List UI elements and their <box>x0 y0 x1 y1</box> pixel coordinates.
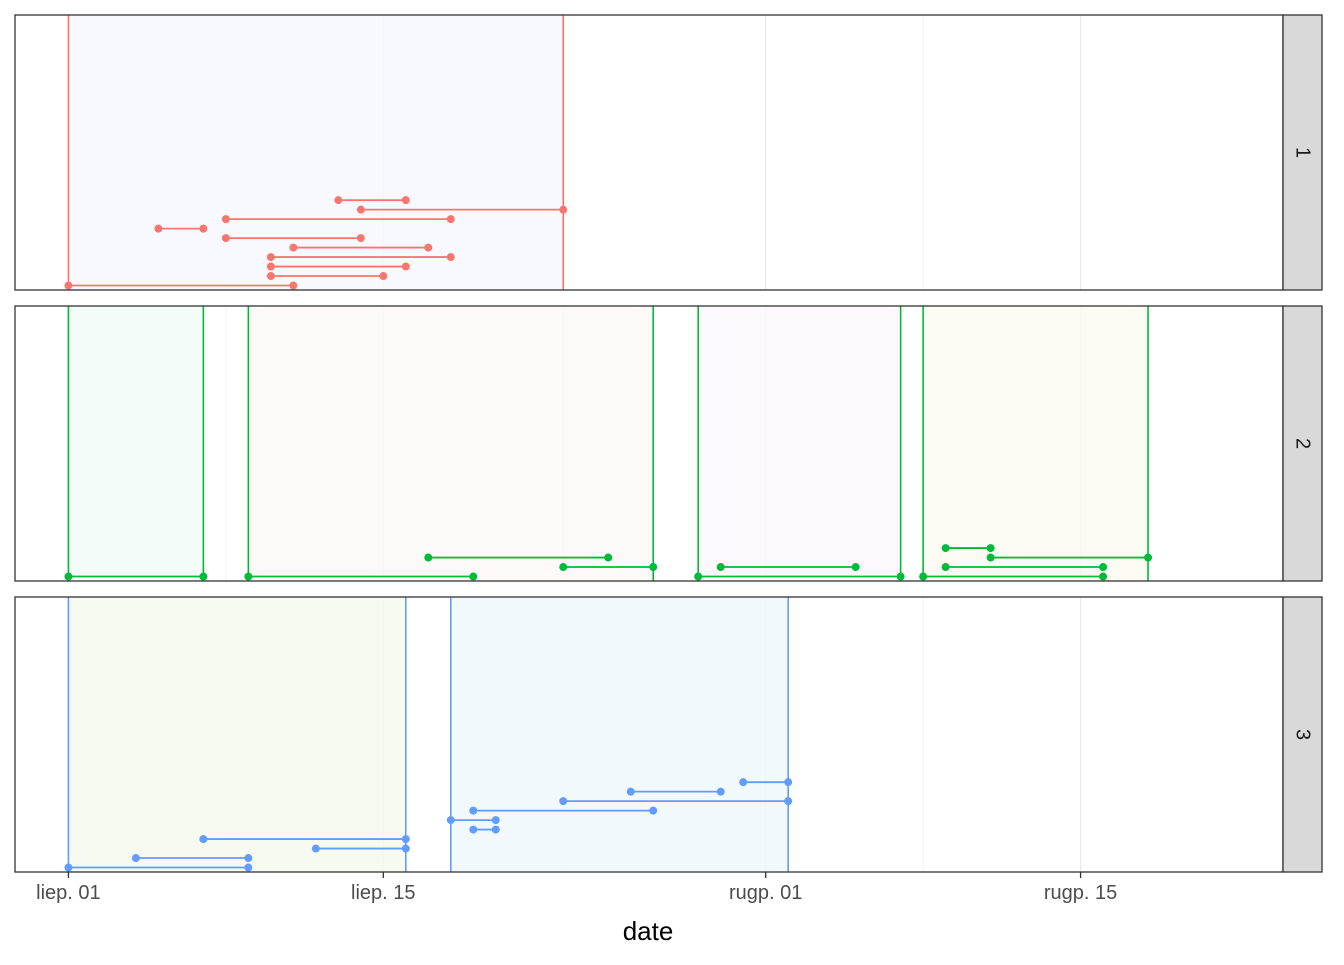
segment-start-point <box>356 205 365 214</box>
group-region <box>248 306 654 581</box>
x-axis: liep. 01 liep. 15 rugp. 01 rugp. 15 <box>36 872 1117 904</box>
facet-strip-label: 2 <box>1292 438 1314 449</box>
segment-end-point <box>649 806 658 815</box>
segment-end-point <box>784 778 793 787</box>
x-tick-label: rugp. 01 <box>729 882 802 904</box>
facet-strip <box>1282 305 1323 582</box>
segment-start-point <box>469 825 478 834</box>
segment-start-point <box>919 572 928 581</box>
x-axis-title: date <box>623 916 674 946</box>
segment-start-point <box>221 215 230 224</box>
facet-strip-label: 3 <box>1292 729 1314 740</box>
facet-strip-label: 1 <box>1292 147 1314 158</box>
segment-end-point <box>401 835 410 844</box>
segment-start-point <box>64 281 73 290</box>
segment-start-point <box>986 553 995 562</box>
group-region <box>698 306 901 581</box>
segment-end-point <box>469 572 478 581</box>
facet-panel-1: 1 <box>14 14 1323 291</box>
group-region <box>68 597 406 872</box>
segment-end-point <box>446 253 455 262</box>
x-tick-label: liep. 01 <box>36 882 101 904</box>
group-region <box>68 15 564 290</box>
group-region <box>923 306 1149 581</box>
segment-end-point <box>244 854 253 863</box>
segment-start-point <box>64 572 73 581</box>
group-region <box>450 597 789 872</box>
segment-end-point <box>1099 563 1108 572</box>
segment-start-point <box>154 224 163 233</box>
segment-end-point <box>716 787 725 796</box>
segment-end-point <box>199 572 208 581</box>
segment-start-point <box>289 243 298 252</box>
segment-end-point <box>1099 572 1108 581</box>
segment-start-point <box>221 234 230 243</box>
segment-end-point <box>491 816 500 825</box>
segment-end-point <box>986 544 995 553</box>
facet-panel-3: 3 <box>14 596 1323 873</box>
segment-start-point <box>424 553 433 562</box>
segment-start-point <box>311 844 320 853</box>
segment-start-point <box>941 563 950 572</box>
segment-start-point <box>244 572 253 581</box>
segment-end-point <box>1144 553 1153 562</box>
segment-start-point <box>694 572 703 581</box>
segment-start-point <box>334 196 343 205</box>
facet-strip <box>1282 14 1323 291</box>
segment-end-point <box>401 844 410 853</box>
segment-start-point <box>266 253 275 262</box>
segment-start-point <box>199 835 208 844</box>
segment-start-point <box>469 806 478 815</box>
segment-end-point <box>401 196 410 205</box>
segment-start-point <box>266 272 275 281</box>
facet-strip <box>1282 596 1323 873</box>
segment-end-point <box>356 234 365 243</box>
x-tick-label: liep. 15 <box>351 882 416 904</box>
segment-end-point <box>559 205 568 214</box>
segment-start-point <box>941 544 950 553</box>
segment-end-point <box>199 224 208 233</box>
segment-end-point <box>289 281 298 290</box>
segment-end-point <box>424 243 433 252</box>
segment-end-point <box>491 825 500 834</box>
x-tick-label: rugp. 15 <box>1044 882 1117 904</box>
segment-start-point <box>739 778 748 787</box>
segment-start-point <box>716 563 725 572</box>
segment-end-point <box>649 563 658 572</box>
group-region <box>68 306 204 581</box>
segment-start-point <box>559 563 568 572</box>
segment-end-point <box>244 863 253 872</box>
segment-end-point <box>446 215 455 224</box>
segment-end-point <box>896 572 905 581</box>
segment-start-point <box>64 863 73 872</box>
segment-end-point <box>401 262 410 271</box>
facet-panel-2: 2 <box>14 305 1323 582</box>
segment-end-point <box>379 272 388 281</box>
segment-start-point <box>626 787 635 796</box>
segment-start-point <box>446 816 455 825</box>
segment-end-point <box>604 553 613 562</box>
segment-end-point <box>851 563 860 572</box>
segment-start-point <box>266 262 275 271</box>
segment-start-point <box>559 797 568 806</box>
segment-start-point <box>131 854 140 863</box>
segment-end-point <box>784 797 793 806</box>
